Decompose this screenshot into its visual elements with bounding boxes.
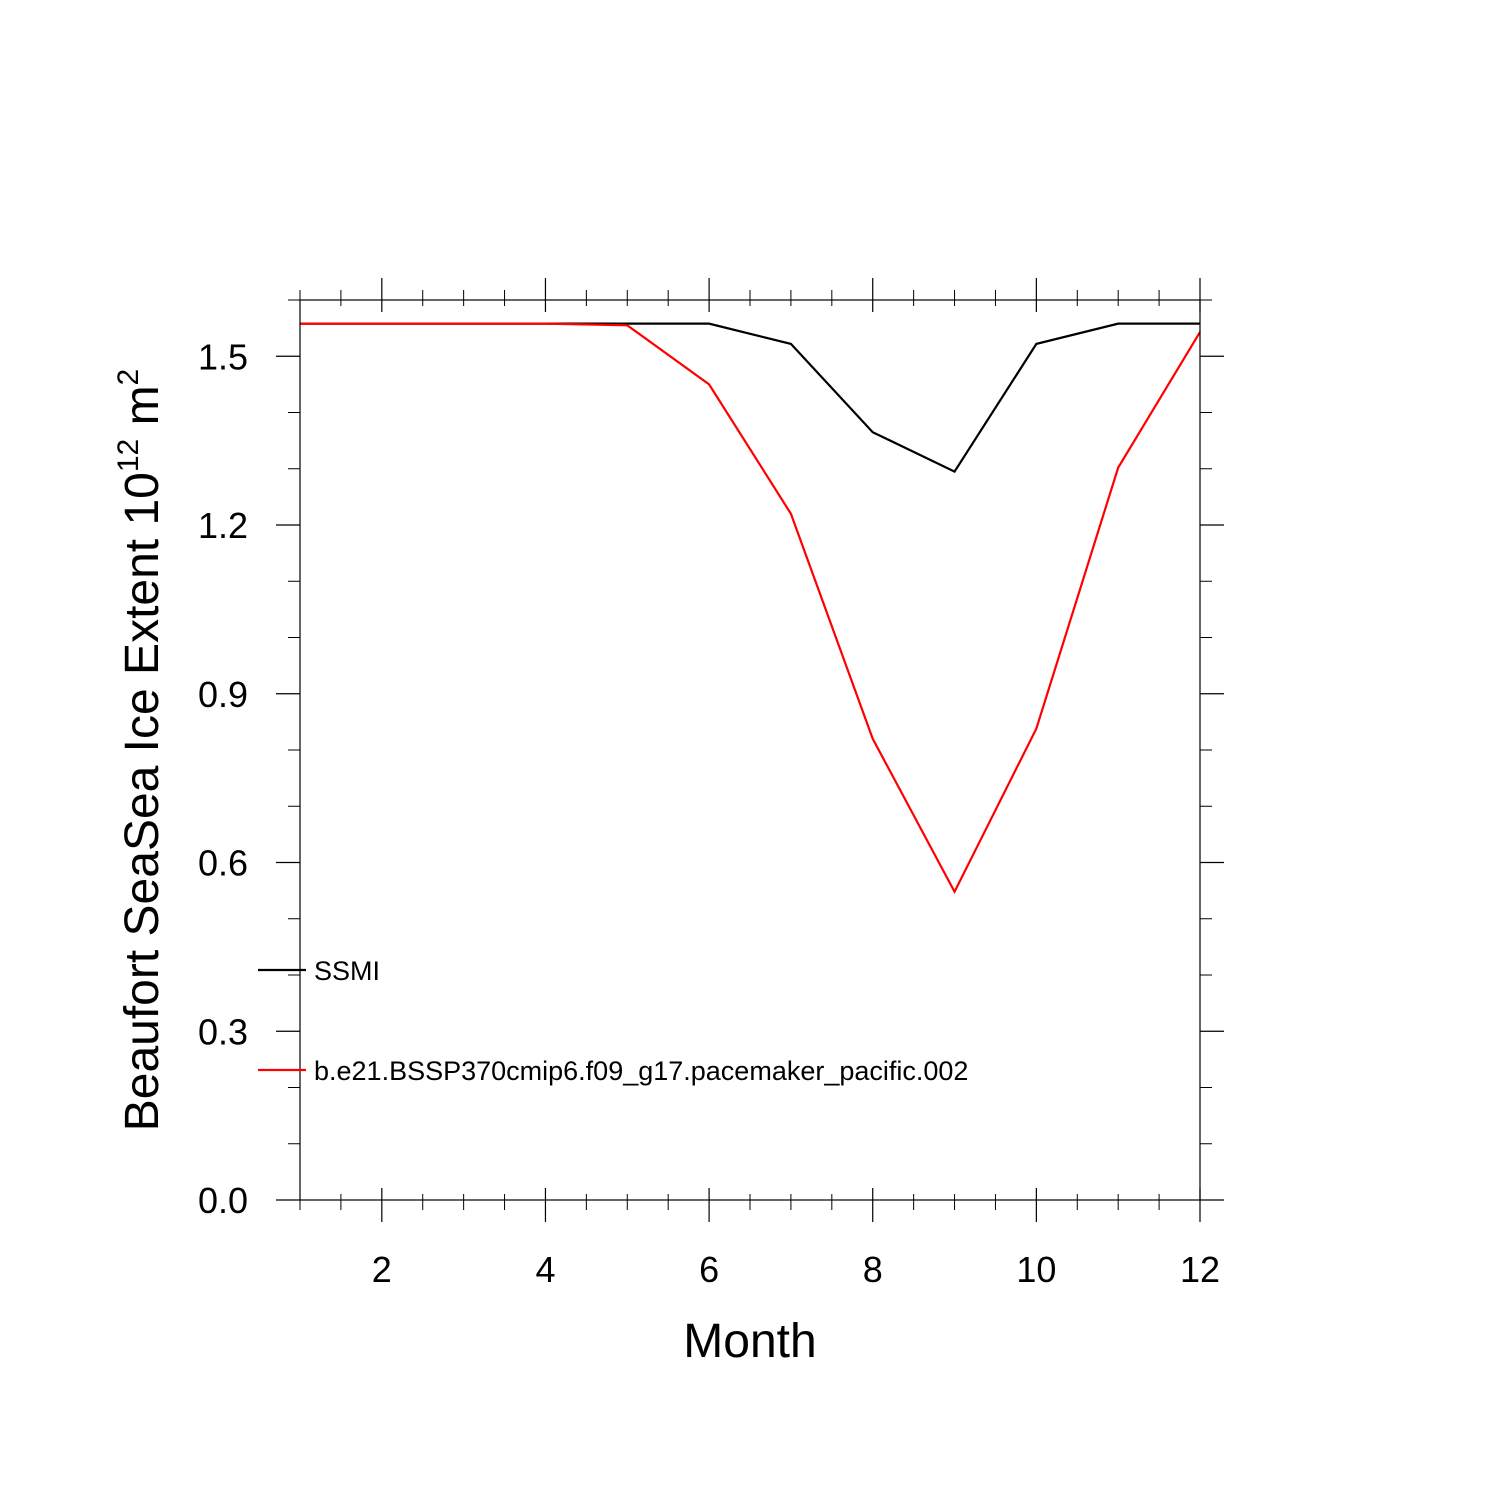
x-tick-label: 8 xyxy=(863,1249,883,1290)
x-axis-label: Month xyxy=(683,1315,816,1368)
legend-label-1: SSMI xyxy=(314,956,380,986)
minor-ticks xyxy=(288,290,1212,1210)
y-tick-label: 1.2 xyxy=(198,505,248,546)
y-tick-label: 1.5 xyxy=(198,336,248,377)
major-ticks xyxy=(276,278,1224,1222)
x-tick-label: 6 xyxy=(699,1249,719,1290)
x-tick-labels: 2 4 6 8 10 12 xyxy=(372,1249,1220,1290)
y-tick-label: 0.6 xyxy=(198,843,248,884)
series-lines xyxy=(300,322,1201,895)
y-tick-label: 0.9 xyxy=(198,674,248,715)
y-axis-label-main: Beaufort SeaSea Ice Extent 10 xyxy=(116,472,169,1131)
plot-frame xyxy=(299,299,1201,1201)
y-axis-label-unit-exponent: 2 xyxy=(112,369,145,386)
y-axis-label-unit: m xyxy=(116,385,169,438)
x-tick-label: 4 xyxy=(535,1249,555,1290)
x-tick-label: 2 xyxy=(372,1249,392,1290)
y-tick-labels: 0.0 0.3 0.6 0.9 1.2 1.5 xyxy=(198,336,248,1221)
y-axis-label-exponent: 12 xyxy=(112,439,145,472)
x-tick-label: 10 xyxy=(1016,1249,1056,1290)
legend-label-2: b.e21.BSSP370cmip6.f09_g17.pacemaker_pac… xyxy=(314,1056,968,1086)
y-tick-label: 0.3 xyxy=(198,1011,248,1052)
series-line-2 xyxy=(300,322,1201,895)
legend: SSMI b.e21.BSSP370cmip6.f09_g17.pacemaker… xyxy=(258,956,968,1086)
y-axis-label: Beaufort SeaSea Ice Extent 1012 m2 xyxy=(112,369,169,1132)
y-tick-label: 0.0 xyxy=(198,1180,248,1221)
x-tick-label: 12 xyxy=(1180,1249,1220,1290)
